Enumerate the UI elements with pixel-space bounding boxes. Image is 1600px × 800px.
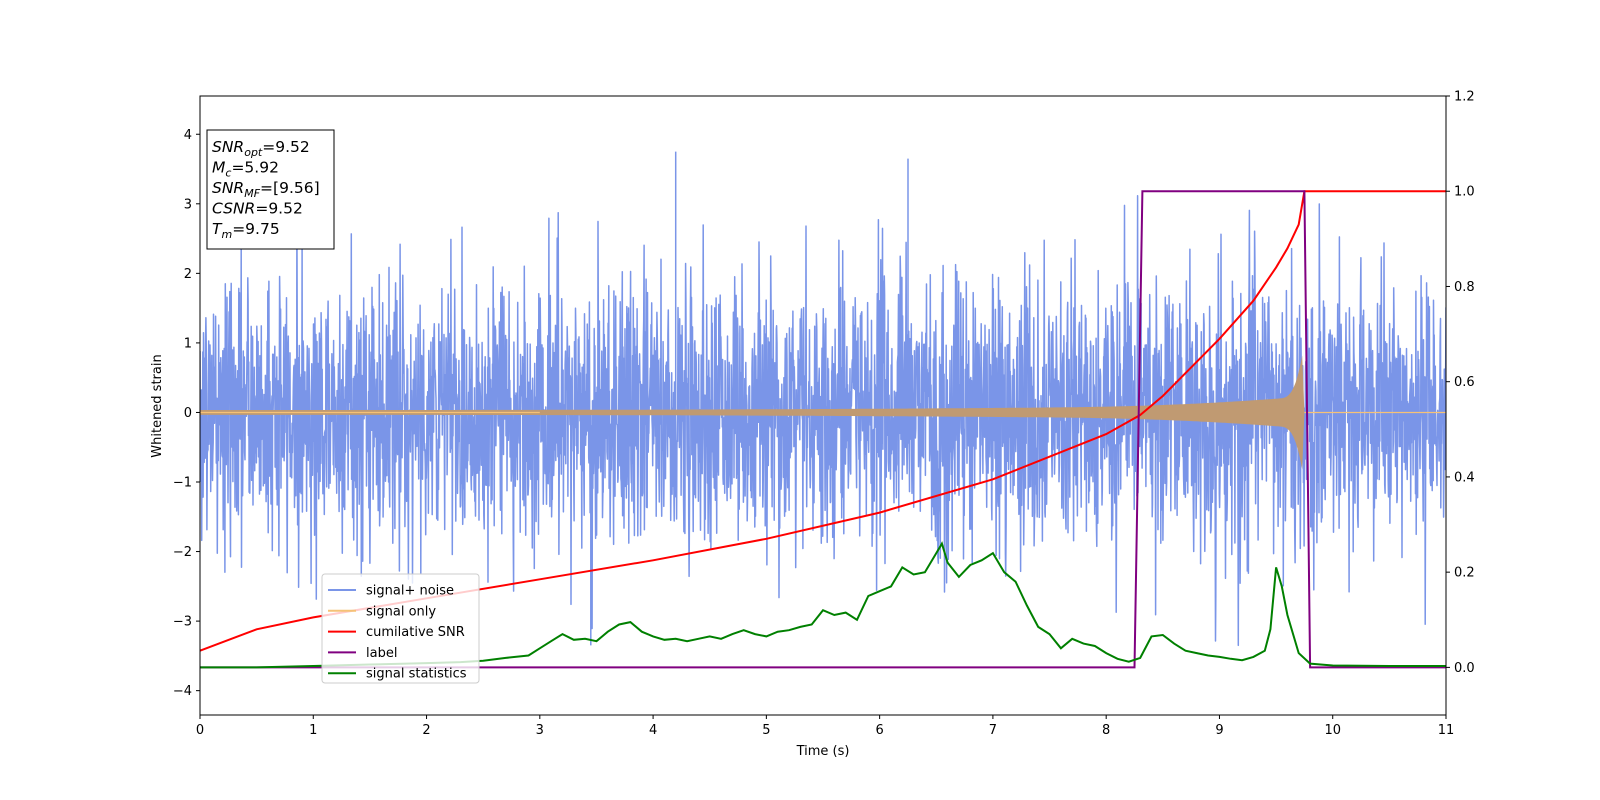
info-subscript: c — [225, 167, 231, 180]
x-tick-label: 2 — [422, 723, 430, 738]
info-value: =9.52 — [262, 138, 310, 156]
x-axis: 0 1 2 3 4 5 6 7 8 9 10 11 — [196, 715, 1454, 738]
x-tick-label: 8 — [1102, 723, 1110, 738]
series-signal-statistics — [200, 541, 1446, 669]
info-symbol: T — [212, 220, 223, 238]
info-symbol: SNR — [212, 138, 244, 156]
x-tick-label: 3 — [536, 723, 544, 738]
info-annotation: Mc=5.92 — [212, 159, 279, 180]
info-annotation: Tm=9.75 — [212, 220, 280, 241]
x-tick-label: 6 — [875, 723, 883, 738]
legend-frame — [321, 573, 480, 684]
info-subscript: MF — [244, 187, 260, 200]
info-annotation: SNRopt=9.52 — [212, 138, 310, 159]
y2-tick-label: 1.0 — [1454, 185, 1475, 200]
y2-tick-label: 0.6 — [1454, 375, 1475, 390]
info-symbol: SNR — [212, 179, 244, 197]
y2-tick-label: 0.4 — [1454, 470, 1475, 485]
y2-tick-label: 0.8 — [1454, 280, 1475, 295]
x-tick-label: 9 — [1215, 723, 1223, 738]
legend-label: signal statistics — [366, 667, 467, 682]
x-tick-label: 1 — [309, 723, 317, 738]
x-tick-label: 4 — [649, 723, 657, 738]
legend-label: signal+ noise — [366, 584, 454, 599]
x-tick-label: 11 — [1438, 723, 1455, 738]
x-axis-label: Time (s) — [796, 744, 850, 759]
info-box-frame — [206, 129, 335, 250]
info-annotation: CSNR=9.52 — [212, 200, 303, 218]
y-tick-label: 3 — [184, 197, 192, 212]
x-tick-label: 7 — [989, 723, 997, 738]
info-subscript: m — [221, 228, 232, 241]
y-axis-label: Whitened strain — [150, 354, 165, 457]
series-signal-noise — [200, 151, 1446, 647]
x-tick-label: 5 — [762, 723, 770, 738]
x-tick-label: 10 — [1324, 723, 1341, 738]
y2-tick-label: 1.2 — [1454, 90, 1475, 105]
legend-label: label — [366, 646, 397, 661]
info-annotation: SNRMF=[9.56] — [212, 179, 320, 200]
y-axis-right: 1.2 1.0 0.8 0.6 0.4 0.2 0.0 — [1446, 90, 1475, 676]
y2-tick-label: 0.0 — [1454, 661, 1475, 676]
info-value: =9.52 — [255, 200, 303, 218]
series-label — [200, 190, 1446, 669]
legend-label: cumilative SNR — [366, 625, 465, 640]
info-symbol: M — [212, 159, 225, 177]
y-tick-label: 1 — [184, 336, 192, 351]
info-value: =5.92 — [231, 159, 279, 177]
info-subscript: opt — [244, 146, 263, 159]
y2-tick-label: 0.2 — [1454, 566, 1475, 581]
y-axis-left: 4 3 2 1 0 −1 −2 −3 −4 — [173, 128, 200, 699]
x-tick-label: 0 — [196, 723, 204, 738]
y-tick-label: 0 — [184, 406, 192, 421]
y-tick-label: 4 — [184, 128, 192, 143]
legend-label: signal only — [366, 604, 436, 619]
info-box: SNRopt=9.52Mc=5.92SNRMF=[9.56]CSNR=9.52T… — [206, 129, 335, 250]
info-symbol: CSNR — [212, 200, 255, 218]
y-tick-label: −3 — [173, 615, 192, 630]
y-tick-label: −4 — [173, 684, 192, 699]
y-tick-label: 2 — [184, 267, 192, 282]
y-tick-label: −2 — [173, 545, 192, 560]
y-tick-label: −1 — [173, 476, 192, 491]
info-value: =9.75 — [232, 220, 280, 238]
plot-frame — [199, 95, 1447, 716]
info-value: =[9.56] — [260, 179, 320, 197]
legend: signal+ noise signal only cumilative SNR la… — [321, 573, 480, 684]
